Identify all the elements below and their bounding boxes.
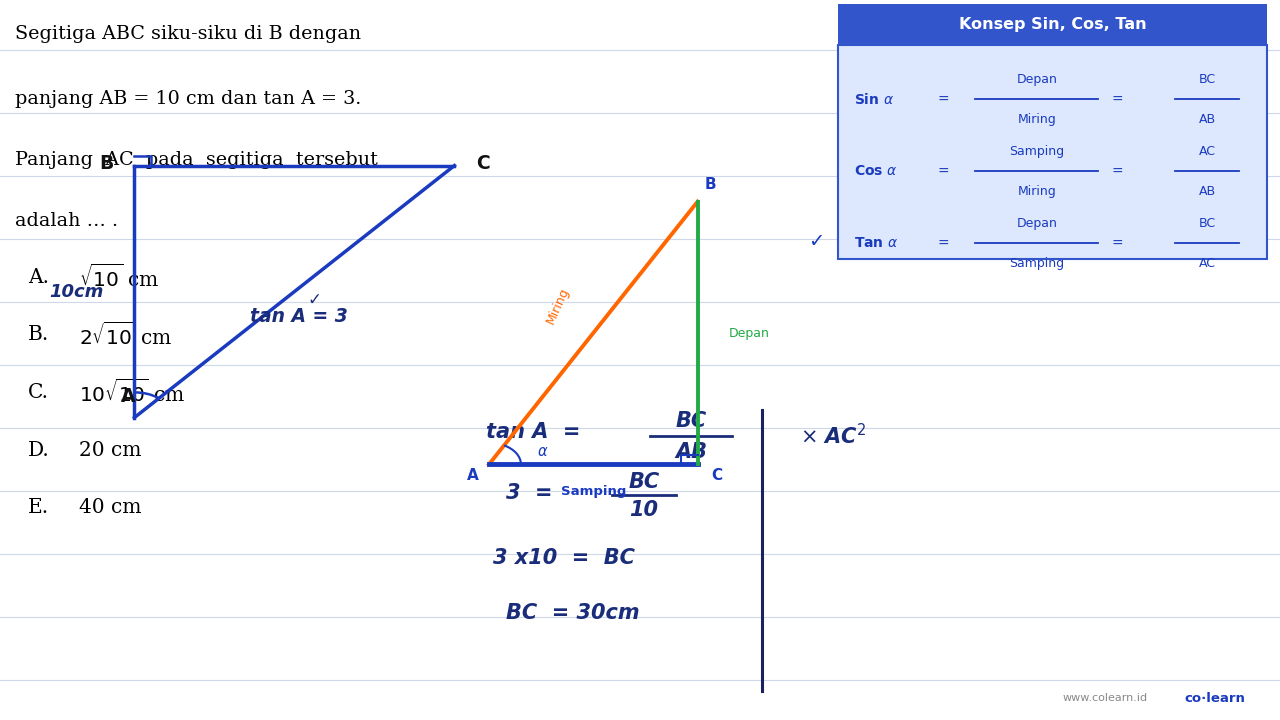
Text: Sin $\alpha$: Sin $\alpha$ — [854, 92, 895, 107]
Text: BC: BC — [676, 411, 707, 431]
Text: 10: 10 — [630, 500, 658, 521]
Text: =: = — [1111, 236, 1124, 251]
Text: Samping: Samping — [1009, 257, 1065, 270]
Text: tan A = 3: tan A = 3 — [250, 307, 347, 326]
Text: Konsep Sin, Cos, Tan: Konsep Sin, Cos, Tan — [959, 17, 1147, 32]
Text: =: = — [937, 164, 950, 179]
Text: $\sqrt{10}$ cm: $\sqrt{10}$ cm — [79, 264, 160, 291]
Text: Miring: Miring — [544, 285, 571, 325]
Text: =: = — [937, 92, 950, 107]
Text: Miring: Miring — [1018, 185, 1056, 198]
Text: B.: B. — [28, 325, 50, 344]
Text: BC: BC — [1198, 217, 1216, 230]
Text: Depan: Depan — [1016, 73, 1057, 86]
Text: B: B — [99, 154, 114, 174]
Text: AC: AC — [1198, 145, 1216, 158]
Bar — [838, 4, 1267, 45]
Text: 3  =: 3 = — [506, 483, 552, 503]
Text: Cos $\alpha$: Cos $\alpha$ — [854, 164, 897, 179]
Text: Tan $\alpha$: Tan $\alpha$ — [854, 236, 899, 251]
Text: $\checkmark$: $\checkmark$ — [307, 289, 320, 308]
Text: E.: E. — [28, 498, 50, 517]
Text: =: = — [937, 236, 950, 251]
Text: $10\sqrt{10}$ cm: $10\sqrt{10}$ cm — [79, 379, 186, 406]
Text: adalah … .: adalah … . — [15, 212, 118, 230]
Text: D.: D. — [28, 441, 50, 459]
Text: BC: BC — [628, 472, 659, 492]
Text: Samping: Samping — [1009, 145, 1065, 158]
Text: =: = — [1111, 92, 1124, 107]
Text: AB: AB — [676, 442, 708, 462]
Text: 10cm: 10cm — [50, 282, 104, 301]
Text: C: C — [476, 154, 489, 174]
Text: Segitiga ABC siku-siku di B dengan: Segitiga ABC siku-siku di B dengan — [15, 25, 361, 43]
Text: A: A — [120, 387, 136, 406]
Text: BC: BC — [1198, 73, 1216, 86]
Text: panjang AB = 10 cm dan tan A = 3.: panjang AB = 10 cm dan tan A = 3. — [15, 90, 362, 108]
Text: Samping: Samping — [561, 485, 626, 498]
Text: AB: AB — [1198, 185, 1216, 198]
Text: 20 cm: 20 cm — [79, 441, 142, 459]
Text: Panjang  AC  pada  segitiga  tersebut: Panjang AC pada segitiga tersebut — [15, 151, 378, 169]
Text: co·learn: co·learn — [1184, 692, 1245, 705]
Text: C.: C. — [28, 383, 49, 402]
Bar — [838, 45, 1267, 259]
Text: 3 x10  =  BC: 3 x10 = BC — [493, 548, 635, 568]
Text: 40 cm: 40 cm — [79, 498, 142, 517]
Text: Miring: Miring — [1018, 113, 1056, 126]
Text: A: A — [466, 468, 479, 483]
Text: $\alpha$: $\alpha$ — [538, 444, 548, 459]
Text: B: B — [704, 176, 717, 192]
Text: AB: AB — [1198, 113, 1216, 126]
Text: BC  = 30cm: BC = 30cm — [506, 603, 639, 624]
Text: $\times$ AC$^2$: $\times$ AC$^2$ — [800, 423, 867, 448]
Text: AC: AC — [1198, 257, 1216, 270]
Text: $\checkmark$: $\checkmark$ — [808, 230, 823, 249]
Text: C: C — [712, 468, 722, 483]
Text: www.colearn.id: www.colearn.id — [1062, 693, 1148, 703]
Text: $2\sqrt{10}$ cm: $2\sqrt{10}$ cm — [79, 321, 173, 348]
Text: A.: A. — [28, 268, 49, 287]
Text: =: = — [1111, 164, 1124, 179]
Text: tan A  =: tan A = — [486, 422, 581, 442]
Text: Depan: Depan — [728, 326, 769, 340]
Text: Depan: Depan — [1016, 217, 1057, 230]
